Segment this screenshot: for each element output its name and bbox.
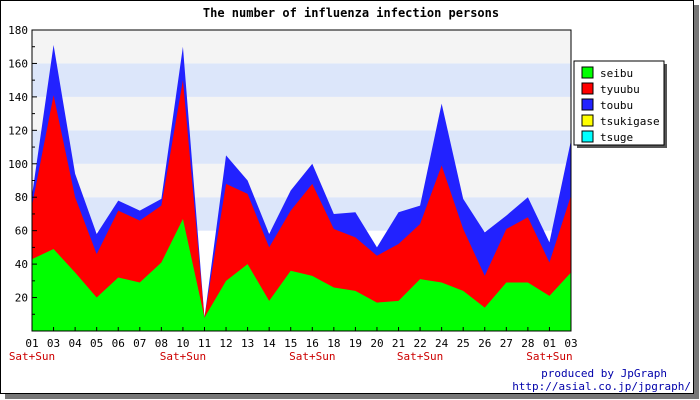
y-tick-label: 120 [8,124,28,137]
weekend-label: Sat+Sun [160,350,206,363]
x-tick-label: 01 [543,337,556,350]
x-tick-label: 22 [413,337,426,350]
weekend-label: Sat+Sun [526,350,572,363]
legend-label-tyuubu: tyuubu [600,83,640,96]
x-tick-label: 14 [263,337,277,350]
legend-swatch-tsuge [581,130,594,143]
grid-band [32,30,571,64]
area-seibu [32,218,571,331]
legend-swatch-tyuubu [581,82,594,95]
x-tick-label: 16 [306,337,319,350]
x-tick-label: 08 [155,337,168,350]
x-tick-label: 27 [500,337,513,350]
x-tick-label: 10 [176,337,189,350]
legend-label-tsuge: tsuge [600,131,633,144]
x-tick-label: 03 [47,337,60,350]
axes: 20 40 60 80 100 120 140 160 180 01 03 04 05 06 07 08 10 1… [8,24,578,363]
x-tick-label: 21 [392,337,405,350]
x-tick-label: 24 [435,337,449,350]
y-tick-label: 20 [15,292,28,305]
weekend-label: Sat+Sun [289,350,335,363]
y-tick-label: 100 [8,158,28,171]
x-tick-label: 15 [284,337,297,350]
weekend-label: Sat+Sun [9,350,55,363]
grid-bands [32,30,571,331]
legend-swatch-tsukigase [581,114,594,127]
legend: seibu tyuubu toubu tsukigase tsuge [573,60,667,148]
grid-band [32,96,571,131]
x-tick-label: 11 [198,337,211,350]
x-tick-label: 04 [68,337,82,350]
x-tick-label: 06 [112,337,125,350]
x-tick-label: 20 [370,337,383,350]
data-areas [32,45,571,332]
grid-band [32,130,571,164]
chart-frame: The number of influenza infection person… [0,0,694,394]
grid-band [32,63,571,97]
legend-label-tsukigase: tsukigase [600,115,660,128]
x-tick-label: 03 [564,337,577,350]
x-tick-label: 26 [478,337,491,350]
legend-label-seibu: seibu [600,67,633,80]
y-tick-label: 40 [15,258,28,271]
weekend-label: Sat+Sun [397,350,443,363]
x-tick-label: 13 [241,337,254,350]
y-tick-label: 140 [8,91,28,104]
y-tick-label: 180 [8,24,28,37]
x-tick-label: 25 [457,337,470,350]
y-tick-label: 60 [15,225,28,238]
x-tick-label: 18 [327,337,340,350]
x-tick-label: 28 [521,337,534,350]
chart-svg: The number of influenza infection person… [8,6,691,393]
x-tick-label: 07 [133,337,146,350]
credit-line-2: http://asial.co.jp/jpgraph/ [512,380,691,393]
chart-title: The number of influenza infection person… [203,6,499,20]
x-tick-label: 19 [349,337,362,350]
legend-label-toubu: toubu [600,99,633,112]
x-tick-label: 01 [25,337,38,350]
credit-line-1: produced by JpGraph [541,367,667,380]
y-tick-label: 160 [8,57,28,70]
x-tick-label: 05 [90,337,103,350]
x-tick-label: 12 [219,337,232,350]
legend-swatch-seibu [581,66,594,79]
legend-swatch-toubu [581,98,594,111]
y-tick-label: 80 [15,191,28,204]
